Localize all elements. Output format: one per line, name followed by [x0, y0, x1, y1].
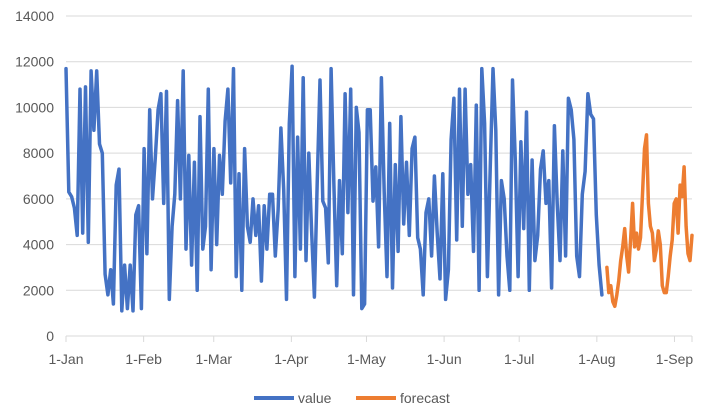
y-tick-label: 10000 [15, 99, 54, 115]
x-tick-label: 1-Jan [48, 351, 83, 367]
y-tick-label: 0 [46, 328, 54, 344]
y-tick-label: 4000 [23, 237, 54, 253]
series-line-forecast [605, 133, 694, 309]
legend: value forecast [254, 390, 450, 406]
x-tick-label: 1-May [347, 351, 386, 367]
axes: 0 2000 4000 6000 8000 10000 12000 14000 1-Jan 1-F… [15, 8, 693, 367]
x-tick-label: 1-Jun [427, 351, 462, 367]
series-lines [64, 64, 694, 313]
x-tick-label: 1-Feb [125, 351, 162, 367]
x-tick-label: 1-Jul [504, 351, 534, 367]
y-tick-label: 12000 [15, 54, 54, 70]
y-tick-label: 6000 [23, 191, 54, 207]
y-tick-label: 2000 [23, 282, 54, 298]
series-line-value [64, 64, 604, 313]
x-tick-label: 1-Apr [274, 351, 309, 367]
y-tick-label: 8000 [23, 145, 54, 161]
x-tick-label: 1-Sep [656, 351, 694, 367]
y-tick-label: 14000 [15, 8, 54, 24]
legend-label: value [298, 390, 332, 406]
x-tick-label: 1-Aug [578, 351, 615, 367]
legend-label: forecast [400, 390, 450, 406]
x-tick-label: 1-Mar [195, 351, 232, 367]
legend-item-value: value [254, 390, 332, 406]
legend-item-forecast: forecast [356, 390, 450, 406]
